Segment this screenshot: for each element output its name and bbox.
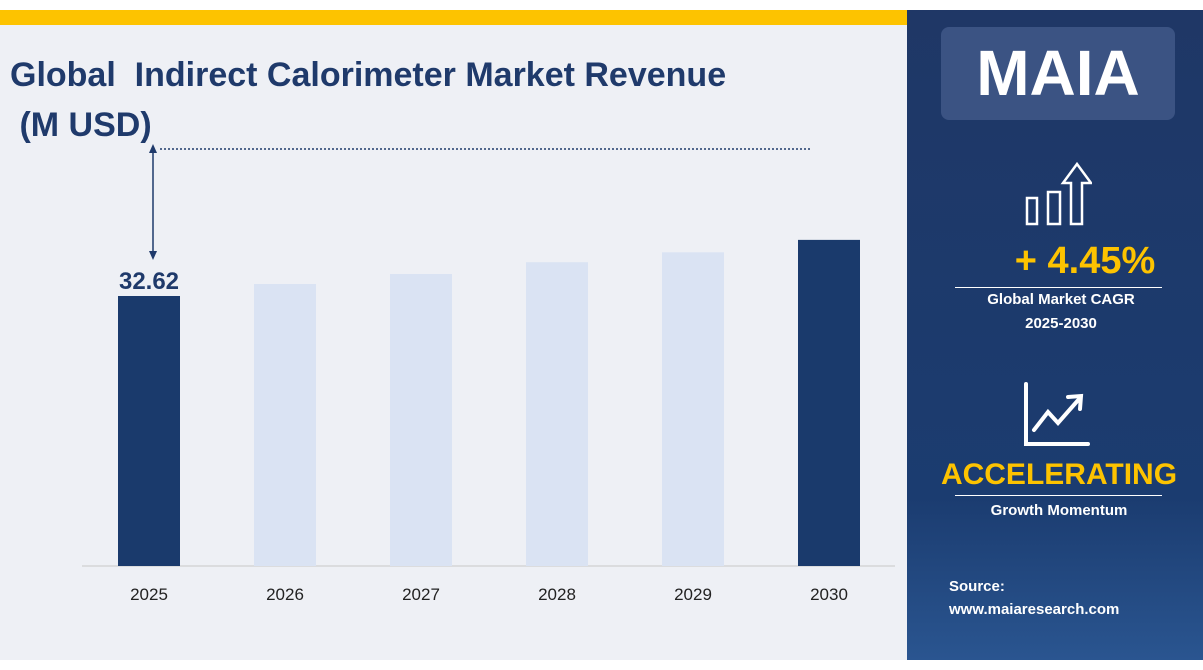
bar-2026 <box>254 283 316 566</box>
momentum-value: ACCELERATING <box>940 458 1178 491</box>
chart-title: Global Indirect Calorimeter Market Reven… <box>10 56 727 144</box>
x-tick-label: 2030 <box>810 585 848 604</box>
data-label: 32.62 <box>119 268 179 295</box>
divider <box>955 287 1162 288</box>
source-url: www.maiaresearch.com <box>949 601 1120 618</box>
divider <box>955 495 1162 496</box>
x-tick-label: 2029 <box>674 585 712 604</box>
sidebar: MAIA + 4.45% Global Market CAGR 2025-203… <box>907 10 1203 660</box>
x-tick-label: 2026 <box>266 585 304 604</box>
bar-chart-up-arrow-icon <box>1025 161 1092 226</box>
maia-logo: MAIA <box>941 27 1175 120</box>
x-tick-label: 2025 <box>130 585 168 604</box>
cagr-value: + 4.45% <box>1014 240 1156 282</box>
bar-2025 <box>118 296 180 566</box>
bar-2029 <box>662 252 724 566</box>
top-accent-bar <box>0 10 907 25</box>
bar-chart: 2025 32.62 2026 2027 2028 2029 2030 <box>82 144 895 604</box>
momentum-label: Growth Momentum <box>990 502 1128 519</box>
line-chart-trend-icon <box>1024 382 1090 446</box>
bar-2028 <box>526 262 588 566</box>
x-tick-label: 2027 <box>402 585 440 604</box>
arrow-head-top <box>149 144 157 153</box>
bar-2030 <box>798 239 860 567</box>
source-label: Source: <box>949 578 1005 595</box>
bar-2027 <box>390 273 452 566</box>
cagr-period: 2025-2030 <box>1025 315 1097 332</box>
arrow-head-bottom <box>149 251 157 260</box>
cagr-label: Global Market CAGR <box>987 291 1135 308</box>
x-tick-label: 2028 <box>538 585 576 604</box>
